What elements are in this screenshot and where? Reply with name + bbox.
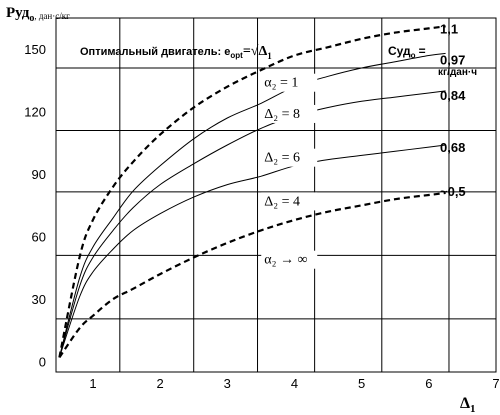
y-tick-label: 120 — [24, 105, 46, 120]
x-tick-label: 6 — [425, 376, 432, 391]
y-tick-label: 90 — [32, 167, 46, 182]
y-tick-labels: 0 30 60 90 120 150 — [24, 42, 46, 369]
series-label-bg — [261, 148, 318, 167]
series-label: Δ₂ = 6 — [264, 151, 300, 166]
optimal-engine-text: Оптимальный двигатель: e — [80, 46, 230, 58]
plot-frame — [55, 17, 497, 373]
series-line — [58, 52, 446, 358]
optimal-engine-sub: opt — [230, 51, 243, 60]
y-tick-label: 150 — [24, 42, 46, 57]
series-lines — [58, 25, 446, 359]
series-label-bg — [261, 192, 318, 211]
x-tick-label: 1 — [89, 376, 96, 391]
series-label-bg — [261, 104, 318, 123]
series-line — [58, 191, 446, 359]
series-line — [58, 25, 446, 358]
x-axis-label-sub: 1 — [470, 403, 476, 415]
x-axis-label-main: Δ — [460, 395, 470, 412]
cud-eq: = — [419, 44, 426, 58]
series-line — [58, 144, 446, 358]
cud-annotation: Судо = — [388, 44, 426, 60]
optimal-engine-eq-sub: 1 — [267, 51, 272, 61]
end-label: 0,84 — [440, 88, 466, 103]
x-tick-label: 2 — [157, 376, 164, 391]
x-tick-label: 4 — [291, 376, 298, 391]
end-label: ~0,5 — [440, 184, 466, 199]
series-label: Δ₂ = 4 — [264, 194, 300, 209]
y-axis-label-unit: , дан·с/кг — [34, 11, 70, 21]
x-tick-label: 5 — [358, 376, 365, 391]
optimal-engine-annotation: Оптимальный двигатель: eopt=√Δ1 — [80, 44, 272, 61]
y-axis-label-sub: о — [29, 13, 34, 24]
series-line — [58, 90, 446, 358]
end-label: 0,68 — [440, 140, 465, 155]
x-tick-labels: 1 2 3 4 5 6 7 — [89, 376, 499, 391]
series-label-bg — [261, 73, 318, 92]
y-tick-label: 0 — [39, 355, 46, 370]
y-tick-label: 30 — [32, 292, 46, 307]
series-label-bg — [261, 250, 318, 269]
cud-sub: о — [411, 51, 416, 60]
series-label: α₂ = 1 — [264, 76, 298, 91]
end-label: 0,97 — [440, 53, 465, 68]
cud-unit: кг/дан·ч — [438, 67, 477, 78]
x-tick-label: 3 — [224, 376, 231, 391]
x-axis-label: Δ1 — [460, 395, 476, 415]
series-label: Δ₂ = 8 — [264, 107, 300, 122]
end-label: 1,1 — [440, 21, 458, 36]
x-tick-label: 7 — [492, 376, 499, 391]
optimal-engine-eq: =√Δ — [243, 44, 268, 59]
end-labels: 1,1 0,97 0,84 0,68 ~0,5 — [440, 21, 466, 198]
y-axis-label: Рудо, дан·с/кг — [6, 5, 70, 24]
cud-label: Суд — [388, 44, 411, 58]
series-label: α₂ → ∞ — [264, 253, 307, 268]
y-axis-label-main: Руд — [6, 5, 30, 21]
series-labels: α₂ = 1 Δ₂ = 8 Δ₂ = 6 Δ₂ = 4 α₂ → ∞ — [261, 73, 318, 269]
y-tick-label: 60 — [32, 230, 46, 245]
